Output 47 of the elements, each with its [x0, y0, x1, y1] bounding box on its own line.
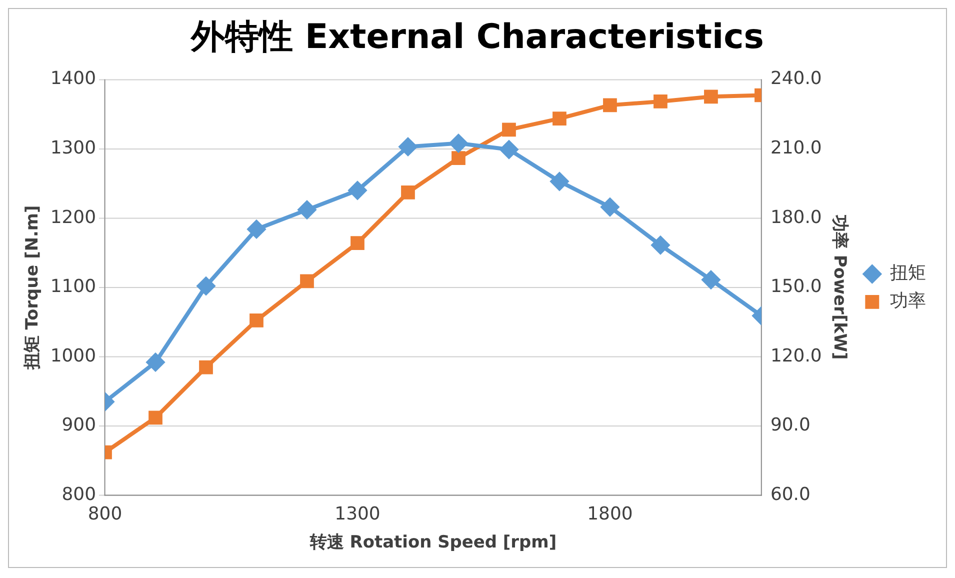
point: [248, 220, 266, 238]
point: [401, 186, 415, 200]
point: [550, 172, 568, 190]
y-axis-title: 扭矩 Torque [N.m]: [22, 205, 42, 371]
point: [450, 134, 468, 152]
y2-tick-label: 120.0: [770, 345, 822, 366]
y2-tick-label: 90.0: [770, 414, 810, 436]
point: [654, 94, 668, 108]
point: [704, 90, 718, 104]
point: [399, 138, 417, 156]
point: [146, 353, 164, 372]
legend-label: 扭矩: [890, 262, 926, 284]
legend-label: 功率: [890, 290, 926, 312]
y2-tick-label: 150.0: [770, 276, 822, 298]
point: [552, 112, 566, 126]
y-tick-label: 1200: [50, 206, 96, 228]
y2-tick-label: 210.0: [770, 138, 822, 158]
x-tick-label: 800: [88, 504, 122, 525]
point: [651, 236, 670, 254]
point: [197, 277, 215, 295]
point: [603, 98, 617, 112]
x-tick-label: 1300: [334, 504, 380, 525]
point: [452, 151, 466, 165]
point: [502, 122, 516, 137]
y-tick-label: 1000: [50, 345, 96, 366]
y-tick-label: 1100: [50, 276, 96, 298]
point: [298, 200, 316, 219]
y2-tick-label: 180.0: [770, 206, 822, 228]
y-tick-label: 1400: [50, 68, 96, 90]
point: [300, 274, 314, 288]
point: [199, 360, 213, 374]
y-tick-label: 1300: [50, 138, 96, 158]
point: [500, 140, 518, 158]
point: [350, 236, 364, 250]
y2-axis-title: 功率 Power[kW]: [830, 214, 851, 360]
chart-title: 外特性 External Characteristics: [190, 17, 764, 56]
point: [600, 198, 619, 216]
x-tick-label: 1800: [587, 504, 633, 525]
y-tick-label: 800: [62, 484, 96, 505]
point: [148, 410, 162, 425]
y2-tick-label: 240.0: [770, 68, 822, 90]
point: [348, 181, 366, 200]
y-tick-label: 900: [62, 414, 96, 436]
point: [702, 270, 720, 289]
y2-tick-label: 60.0: [770, 484, 810, 505]
point: [250, 314, 264, 328]
x-axis-title: 转速 Rotation Speed [rpm]: [308, 531, 557, 552]
